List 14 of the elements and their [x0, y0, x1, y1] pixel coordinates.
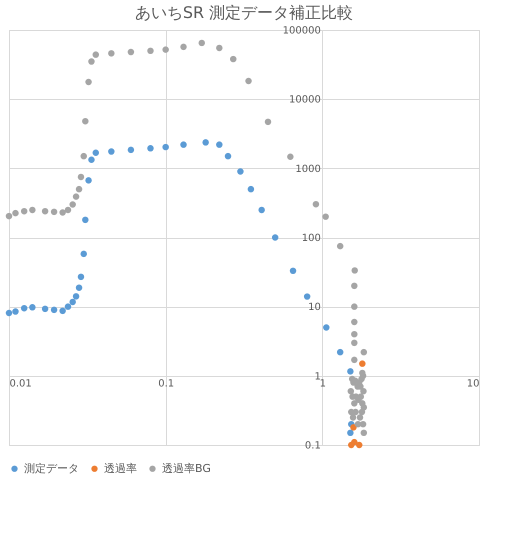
x-tick-label: 0.1: [158, 378, 174, 390]
chart-title: あいちSR 測定データ補正比較: [134, 3, 354, 22]
x-tick-label: 0.01: [10, 378, 32, 390]
y-tick-label: 1000: [295, 164, 321, 175]
x-tick-label: 10: [466, 378, 480, 390]
y-tick-label: 100: [302, 233, 321, 244]
legend-label: 透過率BG: [162, 462, 211, 475]
y-tick-label: 100000: [282, 26, 321, 36]
y-tick-label: 0.1: [304, 440, 321, 452]
legend-label: 測定データ: [24, 462, 79, 475]
y-tick-label: 10000: [289, 94, 321, 106]
legend-label: 透過率: [104, 462, 137, 475]
y-tick-label: 1: [314, 371, 321, 382]
y-tick-label: 10: [308, 302, 321, 314]
